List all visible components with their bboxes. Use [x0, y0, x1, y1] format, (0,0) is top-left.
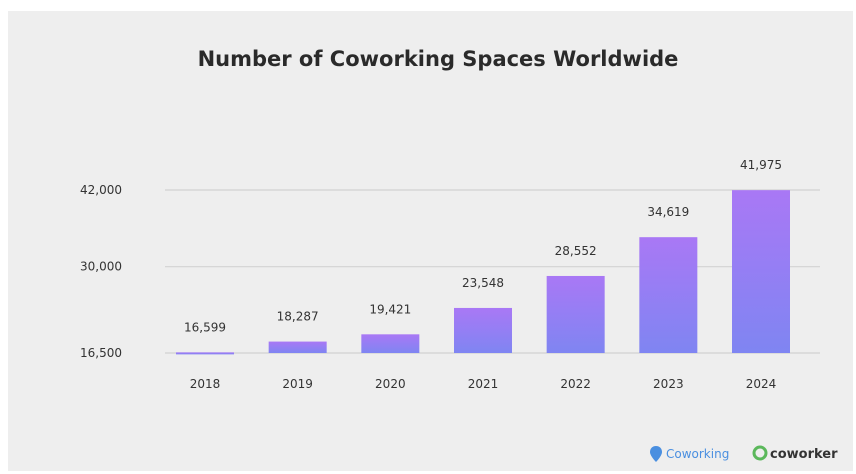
y-axis-ticks: 16,500 30,000 42,000: [80, 183, 122, 360]
pin-icon: [650, 446, 662, 462]
y-tick-label: 42,000: [80, 183, 122, 197]
bar-2023: [639, 237, 698, 353]
coworking-logo-text: Coworking: [666, 447, 729, 461]
x-tick-label: 2018: [190, 377, 221, 391]
x-axis-ticks: 2018 2019 2020 2021 2022 2023 2024: [190, 377, 777, 391]
bar-2022: [546, 275, 605, 353]
bars: [176, 190, 790, 355]
x-tick-label: 2022: [560, 377, 591, 391]
data-label: 28,552: [555, 244, 597, 258]
data-label: 23,548: [462, 276, 504, 290]
bar-2019: [268, 341, 327, 353]
y-tick-label: 16,500: [80, 346, 122, 360]
x-tick-label: 2021: [468, 377, 499, 391]
data-label: 34,619: [647, 205, 689, 219]
bar-2021: [454, 307, 512, 353]
bar-2020: [361, 334, 420, 353]
x-tick-label: 2019: [282, 377, 313, 391]
data-label: 19,421: [369, 302, 411, 316]
data-label: 41,975: [740, 158, 782, 172]
data-label: 18,287: [277, 310, 319, 324]
x-tick-label: 2023: [653, 377, 684, 391]
x-tick-label: 2024: [746, 377, 777, 391]
y-tick-label: 30,000: [80, 260, 122, 274]
data-label: 16,599: [184, 320, 226, 334]
x-tick-label: 2020: [375, 377, 406, 391]
coworker-gear-icon: [752, 445, 768, 461]
chart-title: Number of Coworking Spaces Worldwide: [198, 47, 679, 71]
bar-2024: [732, 190, 790, 353]
coworker-logo: coworker: [752, 445, 838, 462]
data-labels: 16,599 18,287 19,421 23,548 28,552 34,619 41,9…: [184, 158, 782, 334]
bar-2018: [176, 352, 234, 355]
brand-logos: Coworking coworker: [650, 445, 838, 462]
chart-panel: [8, 11, 853, 471]
coworker-logo-text: coworker: [770, 447, 838, 462]
coworking-logo: Coworking: [650, 446, 729, 462]
